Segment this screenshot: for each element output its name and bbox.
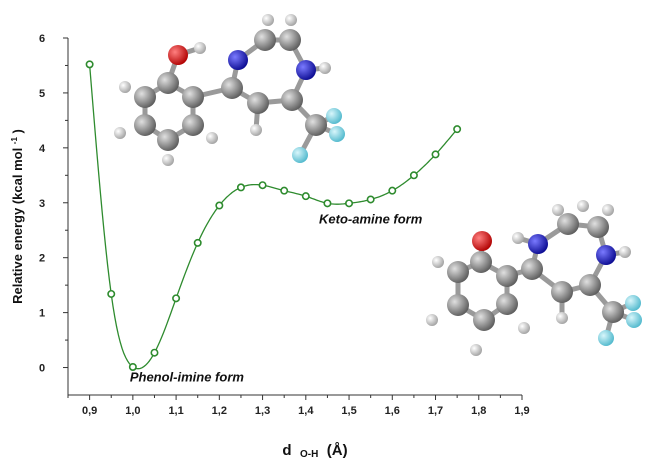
x-tick-label: 1,9: [514, 405, 529, 417]
energy-curve: [88, 64, 458, 370]
data-point: [345, 199, 354, 208]
x-tick-label: 1,0: [125, 405, 140, 417]
keto-amine-label: Keto-amine form: [319, 212, 423, 227]
x-tick-label: 1,8: [471, 405, 486, 417]
data-point: [323, 199, 332, 208]
data-point: [258, 181, 267, 190]
x-axis-title: d O-H (Å): [282, 442, 347, 461]
data-point: [301, 192, 310, 201]
keto-amine-molecule-image: [426, 200, 642, 356]
y-ticks: 0 1 2 3 4 5 6: [39, 33, 68, 375]
data-point: [366, 195, 375, 204]
y-tick-label: 4: [39, 143, 46, 155]
x-axis-title-sub: O-H: [300, 449, 318, 460]
data-points: [85, 60, 462, 371]
phenol-imine-label: Phenol-imine form: [130, 369, 245, 384]
data-point: [453, 125, 462, 134]
data-point: [409, 171, 418, 180]
data-point: [128, 362, 137, 371]
x-ticks: 0,9 1,0 1,1 1,2 1,3 1,4 1,5 1,6 1,7 1,8 1,9: [67, 395, 530, 417]
data-point: [280, 186, 289, 195]
data-point: [215, 201, 224, 210]
y-tick-label: 2: [39, 253, 45, 265]
data-point: [85, 60, 94, 69]
data-point: [150, 348, 159, 357]
data-point: [388, 186, 397, 195]
data-point: [236, 183, 245, 192]
x-tick-label: 1,4: [298, 405, 314, 417]
x-tick-label: 1,1: [168, 405, 183, 417]
x-tick-label: 1,5: [341, 405, 356, 417]
data-point: [107, 289, 116, 298]
y-tick-label: 1: [39, 308, 45, 320]
y-axis-title-sup: -1: [10, 137, 19, 145]
data-point: [193, 238, 202, 247]
x-axis-title-main: d: [282, 442, 291, 459]
y-tick-label: 3: [39, 198, 45, 210]
y-axis-title-close: ): [10, 129, 25, 133]
x-axis-title-unit: (Å): [327, 442, 348, 459]
data-point: [431, 150, 440, 159]
phenol-imine-molecule-image: [114, 14, 345, 166]
y-axis-title-main: Relative energy (kcal mol: [10, 148, 25, 304]
y-tick-label: 6: [39, 33, 45, 45]
data-point: [172, 294, 181, 303]
x-tick-label: 1,7: [428, 405, 443, 417]
axes: [67, 38, 522, 396]
x-tick-label: 0,9: [82, 405, 97, 417]
x-tick-label: 1,2: [212, 405, 227, 417]
y-tick-label: 5: [39, 88, 45, 100]
x-tick-label: 1,3: [255, 405, 270, 417]
y-tick-label: 0: [39, 363, 45, 375]
x-tick-label: 1,6: [385, 405, 400, 417]
y-axis-title: Relative energy (kcal mol -1 ): [5, 129, 25, 304]
